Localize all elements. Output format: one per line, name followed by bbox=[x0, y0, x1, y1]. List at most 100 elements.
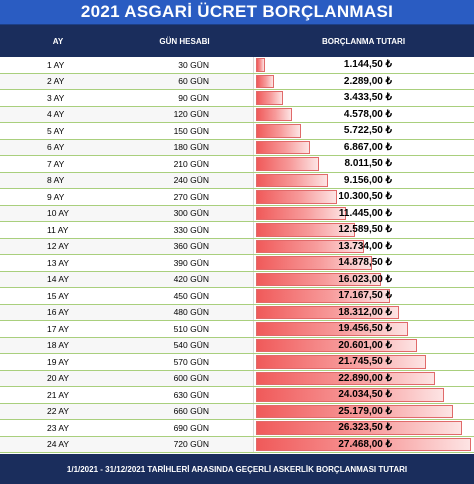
cell-ay: 22 AY bbox=[0, 403, 116, 419]
data-bar bbox=[256, 437, 471, 451]
cell-gun-hesabi: 90 GÜN bbox=[116, 90, 253, 106]
data-bar bbox=[256, 91, 283, 105]
cell-borclanma-tutari: 24.034,50 ₺ bbox=[253, 387, 474, 403]
cell-gun-hesabi: 660 GÜN bbox=[116, 403, 253, 419]
table-row: 20 AY 600 GÜN 22.890,00 ₺ bbox=[0, 370, 474, 387]
cell-ay: 5 AY bbox=[0, 123, 116, 139]
cell-borclanma-tutari: 11.445,00 ₺ bbox=[253, 205, 474, 221]
amount-value: 22.890,00 ₺ bbox=[338, 372, 392, 384]
cell-ay: 6 AY bbox=[0, 139, 116, 155]
cell-ay: 10 AY bbox=[0, 205, 116, 221]
cell-ay: 4 AY bbox=[0, 106, 116, 122]
cell-borclanma-tutari: 1.144,50 ₺ bbox=[253, 57, 474, 73]
table-row: 10 AY 300 GÜN 11.445,00 ₺ bbox=[0, 205, 474, 222]
data-bar bbox=[256, 338, 417, 352]
cell-borclanma-tutari: 26.323,50 ₺ bbox=[253, 420, 474, 436]
amount-value: 6.867,00 ₺ bbox=[343, 141, 392, 153]
amount-value: 2.289,00 ₺ bbox=[343, 75, 392, 87]
cell-borclanma-tutari: 12.589,50 ₺ bbox=[253, 222, 474, 238]
table-row: 1 AY 30 GÜN 1.144,50 ₺ bbox=[0, 57, 474, 74]
table-row: 19 AY 570 GÜN 21.745,50 ₺ bbox=[0, 354, 474, 371]
table-row: 8 AY 240 GÜN 9.156,00 ₺ bbox=[0, 172, 474, 189]
table-row: 9 AY 270 GÜN 10.300,50 ₺ bbox=[0, 189, 474, 206]
data-bar bbox=[256, 190, 337, 204]
cell-ay: 21 AY bbox=[0, 387, 116, 403]
cell-ay: 9 AY bbox=[0, 189, 116, 205]
table-row: 2 AY 60 GÜN 2.289,00 ₺ bbox=[0, 73, 474, 90]
data-bar bbox=[256, 58, 265, 72]
amount-value: 13.734,00 ₺ bbox=[338, 240, 392, 252]
amount-value: 14.878,50 ₺ bbox=[338, 257, 392, 269]
data-bar bbox=[256, 206, 346, 220]
cell-ay: 7 AY bbox=[0, 156, 116, 172]
amount-value: 21.745,50 ₺ bbox=[338, 356, 392, 368]
amount-value: 27.468,00 ₺ bbox=[338, 438, 392, 450]
amount-value: 9.156,00 ₺ bbox=[343, 174, 392, 186]
footer-note: 1/1/2021 - 31/12/2021 TARİHLERİ ARASINDA… bbox=[0, 454, 474, 484]
cell-gun-hesabi: 150 GÜN bbox=[116, 123, 253, 139]
cell-borclanma-tutari: 2.289,00 ₺ bbox=[253, 73, 474, 89]
data-bar bbox=[256, 74, 274, 88]
data-bar bbox=[256, 355, 426, 369]
cell-borclanma-tutari: 5.722,50 ₺ bbox=[253, 123, 474, 139]
cell-borclanma-tutari: 8.011,50 ₺ bbox=[253, 156, 474, 172]
amount-value: 20.601,00 ₺ bbox=[338, 339, 392, 351]
cell-gun-hesabi: 570 GÜN bbox=[116, 354, 253, 370]
data-bar bbox=[256, 421, 462, 435]
cell-ay: 18 AY bbox=[0, 337, 116, 353]
cell-ay: 11 AY bbox=[0, 222, 116, 238]
table-row: 17 AY 510 GÜN 19.456,50 ₺ bbox=[0, 321, 474, 338]
amount-value: 19.456,50 ₺ bbox=[338, 323, 392, 335]
amount-value: 24.034,50 ₺ bbox=[338, 389, 392, 401]
cell-borclanma-tutari: 25.179,00 ₺ bbox=[253, 403, 474, 419]
amount-value: 10.300,50 ₺ bbox=[338, 191, 392, 203]
cell-borclanma-tutari: 22.890,00 ₺ bbox=[253, 370, 474, 386]
table-header: AY GÜN HESABI BORÇLANMA TUTARI bbox=[0, 25, 474, 57]
table-row: 3 AY 90 GÜN 3.433,50 ₺ bbox=[0, 90, 474, 107]
cell-borclanma-tutari: 17.167,50 ₺ bbox=[253, 288, 474, 304]
cell-gun-hesabi: 120 GÜN bbox=[116, 106, 253, 122]
cell-ay: 24 AY bbox=[0, 436, 116, 452]
cell-borclanma-tutari: 16.023,00 ₺ bbox=[253, 271, 474, 287]
data-bar bbox=[256, 239, 364, 253]
cell-borclanma-tutari: 6.867,00 ₺ bbox=[253, 139, 474, 155]
amount-value: 12.589,50 ₺ bbox=[338, 224, 392, 236]
cell-ay: 15 AY bbox=[0, 288, 116, 304]
cell-borclanma-tutari: 19.456,50 ₺ bbox=[253, 321, 474, 337]
column-header-borclanma-tutari: BORÇLANMA TUTARI bbox=[321, 36, 406, 46]
cell-borclanma-tutari: 21.745,50 ₺ bbox=[253, 354, 474, 370]
table-row: 18 AY 540 GÜN 20.601,00 ₺ bbox=[0, 337, 474, 354]
data-bar bbox=[256, 140, 310, 154]
cell-gun-hesabi: 600 GÜN bbox=[116, 370, 253, 386]
data-bar bbox=[256, 404, 453, 418]
table-row: 24 AY 720 GÜN 27.468,00 ₺ bbox=[0, 436, 474, 453]
table-row: 15 AY 450 GÜN 17.167,50 ₺ bbox=[0, 288, 474, 305]
table-row: 16 AY 480 GÜN 18.312,00 ₺ bbox=[0, 304, 474, 321]
cell-gun-hesabi: 180 GÜN bbox=[116, 139, 253, 155]
cell-gun-hesabi: 360 GÜN bbox=[116, 238, 253, 254]
table-row: 4 AY 120 GÜN 4.578,00 ₺ bbox=[0, 106, 474, 123]
cell-ay: 14 AY bbox=[0, 271, 116, 287]
cell-gun-hesabi: 390 GÜN bbox=[116, 255, 253, 271]
amount-value: 17.167,50 ₺ bbox=[338, 290, 392, 302]
table-row: 21 AY 630 GÜN 24.034,50 ₺ bbox=[0, 387, 474, 404]
data-bar bbox=[256, 124, 301, 138]
cell-ay: 1 AY bbox=[0, 57, 116, 73]
data-bar bbox=[256, 388, 444, 402]
cell-gun-hesabi: 270 GÜN bbox=[116, 189, 253, 205]
cell-ay: 20 AY bbox=[0, 370, 116, 386]
cell-borclanma-tutari: 3.433,50 ₺ bbox=[253, 90, 474, 106]
amount-value: 11.445,00 ₺ bbox=[338, 207, 392, 219]
cell-gun-hesabi: 60 GÜN bbox=[116, 73, 253, 89]
amount-value: 18.312,00 ₺ bbox=[338, 306, 392, 318]
cell-gun-hesabi: 510 GÜN bbox=[116, 321, 253, 337]
cell-ay: 17 AY bbox=[0, 321, 116, 337]
amount-value: 26.323,50 ₺ bbox=[338, 422, 392, 434]
cell-gun-hesabi: 690 GÜN bbox=[116, 420, 253, 436]
amount-value: 25.179,00 ₺ bbox=[338, 405, 392, 417]
table-row: 14 AY 420 GÜN 16.023,00 ₺ bbox=[0, 271, 474, 288]
cell-gun-hesabi: 30 GÜN bbox=[116, 57, 253, 73]
table-row: 12 AY 360 GÜN 13.734,00 ₺ bbox=[0, 238, 474, 255]
cell-borclanma-tutari: 18.312,00 ₺ bbox=[253, 304, 474, 320]
cell-ay: 13 AY bbox=[0, 255, 116, 271]
